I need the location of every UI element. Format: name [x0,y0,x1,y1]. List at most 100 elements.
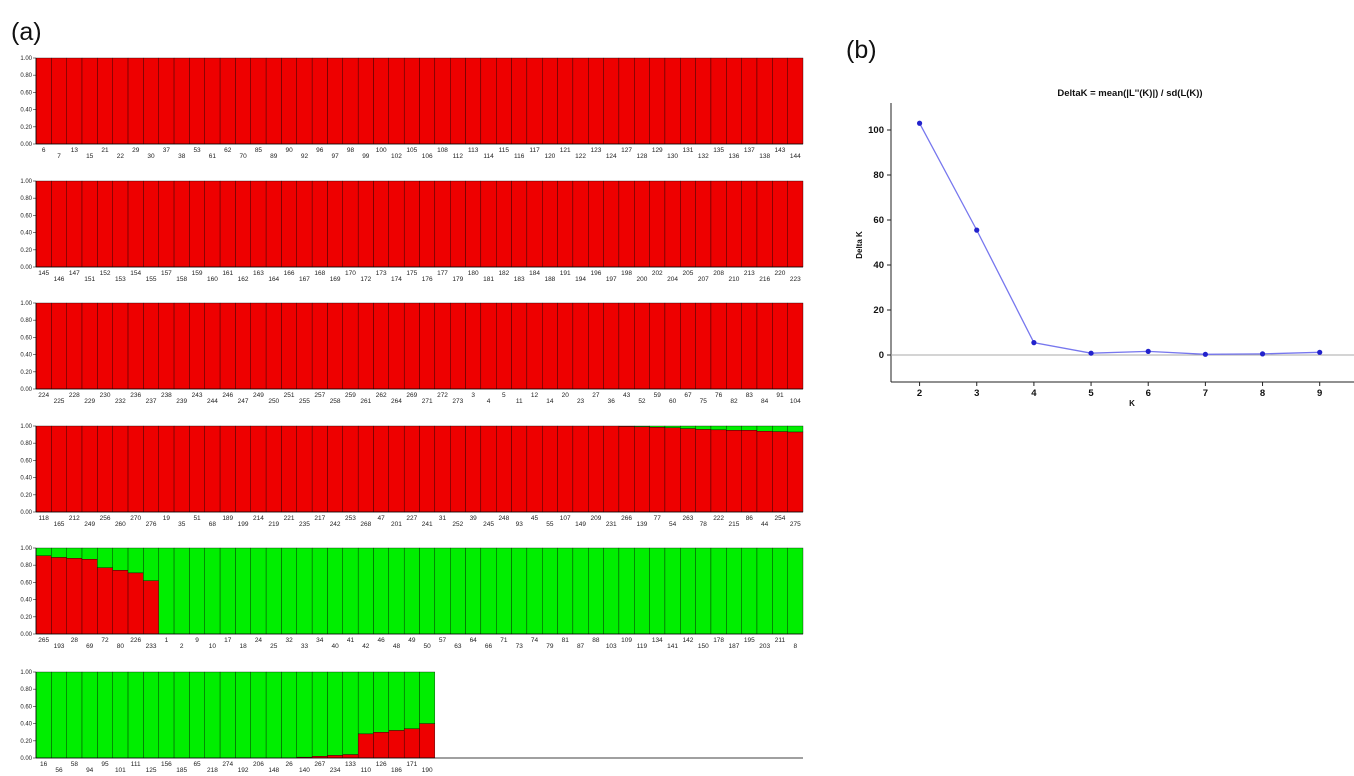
bar-cluster1 [695,302,712,390]
deltak-point [1145,348,1151,354]
sample-label: 255 [299,398,310,405]
bar-cluster1 [680,180,696,268]
sample-label: 128 [637,153,648,160]
sample-label: 116 [514,153,525,160]
bar-cluster1 [434,302,451,390]
sample-label: 84 [761,398,769,405]
y-tick-label: 0.40 [20,231,32,237]
sample-label: 178 [713,637,724,644]
bar-cluster2 [219,671,236,759]
bar-cluster1 [250,57,267,145]
sample-label: 114 [483,153,494,160]
sample-label: 74 [531,637,539,644]
bar-cluster1 [710,302,727,390]
y-tick-label: 0.80 [20,687,32,693]
bar-cluster2 [649,547,666,635]
bar-cluster1 [35,555,52,635]
sample-label: 83 [746,392,754,399]
sample-label: 92 [301,153,309,160]
bar-cluster1 [327,57,343,145]
sample-label: 91 [776,392,784,399]
bar-cluster1 [726,430,742,513]
sample-label: 156 [161,761,172,768]
bar-cluster1 [373,425,389,513]
bar-cluster1 [664,57,681,145]
sample-label: 32 [285,637,293,644]
deltak-point [1088,350,1094,356]
sample-label: 46 [378,637,386,644]
y-tick-label: 0.60 [20,580,32,586]
bar-cluster1 [127,180,144,268]
bar-cluster2 [158,671,175,759]
sample-label: 65 [193,761,201,768]
y-tick-label: 0.60 [20,90,32,96]
sample-label: 95 [101,761,109,768]
deltak-y-tick-label: 100 [868,125,884,136]
bar-cluster2 [680,547,696,635]
bar-cluster2 [710,547,727,635]
sample-label: 61 [209,153,217,160]
bar-cluster2 [403,671,420,729]
sample-label: 127 [621,147,632,154]
sample-label: 215 [729,521,740,528]
sample-label: 158 [176,276,187,283]
deltak-line-chart: DeltaK = mean(|L''(K)|) / sd(L(K)) K Del… [855,88,1354,408]
sample-label: 270 [130,515,141,522]
bar-cluster1 [511,57,528,145]
bar-cluster2 [664,547,681,635]
bar-cluster2 [741,547,758,635]
sample-label: 196 [590,270,601,277]
bar-cluster1 [741,302,758,390]
sample-label: 250 [268,398,279,405]
sample-label: 38 [178,153,186,160]
deltak-y-tick-label: 20 [873,305,884,316]
deltak-point [1259,351,1266,357]
sample-label: 122 [575,153,586,160]
sample-label: 26 [285,761,293,768]
sample-label: 2 [180,643,184,650]
bar-cluster1 [250,302,267,390]
sample-label: 164 [268,276,279,283]
sample-label: 213 [744,270,755,277]
bar-cluster1 [480,302,497,390]
sample-label: 203 [759,643,770,650]
sample-label: 207 [698,276,709,283]
sample-label: 220 [775,270,786,277]
bar-cluster2 [143,671,159,759]
bar-cluster1 [465,425,482,513]
bar-cluster1 [235,180,251,268]
bar-cluster1 [265,302,282,390]
sample-label: 197 [606,276,617,283]
sample-label: 48 [393,643,401,650]
y-tick-label: 0.60 [20,213,32,219]
bar-cluster2 [311,547,328,635]
sample-label: 224 [38,392,49,399]
bar-cluster1 [680,428,696,513]
bar-cluster1 [189,302,205,390]
bar-cluster1 [634,57,650,145]
bar-cluster1 [726,180,742,268]
bar-cluster1 [403,180,420,268]
bar-cluster1 [695,429,712,513]
bar-cluster1 [572,180,589,268]
sample-label: 171 [406,761,417,768]
sample-label: 129 [652,147,663,154]
bar-cluster2 [204,547,221,635]
bar-cluster1 [572,302,589,390]
sample-label: 192 [238,767,249,774]
sample-label: 234 [330,767,341,774]
sample-label: 244 [207,398,218,405]
bar-cluster1 [465,57,482,145]
bar-cluster1 [112,302,129,390]
sample-label: 121 [560,147,571,154]
sample-label: 52 [638,398,646,405]
bar-cluster1 [342,180,359,268]
y-tick-label: 0.20 [20,493,32,499]
bar-cluster1 [634,302,650,390]
bar-cluster2 [603,547,620,635]
sample-label: 186 [391,767,402,774]
bar-cluster1 [112,425,129,513]
bar-cluster1 [35,57,52,145]
sample-label: 117 [529,147,540,154]
bar-cluster1 [35,425,52,513]
